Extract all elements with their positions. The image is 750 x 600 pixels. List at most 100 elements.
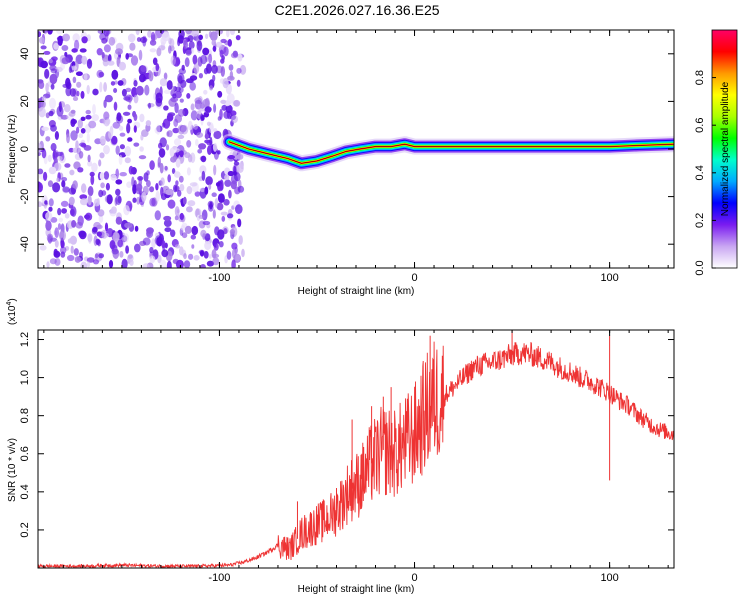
noise-speckle xyxy=(160,186,164,197)
noise-speckle xyxy=(160,177,165,186)
noise-speckle xyxy=(226,110,232,120)
snr-line xyxy=(38,341,674,568)
noise-speckle xyxy=(43,30,48,35)
noise-speckle xyxy=(186,140,192,148)
noise-speckle xyxy=(105,118,111,125)
noise-speckle xyxy=(50,217,58,223)
noise-speckle xyxy=(121,258,128,268)
noise-speckle xyxy=(213,103,217,113)
noise-speckle xyxy=(208,124,214,134)
noise-speckle xyxy=(220,66,225,77)
noise-speckle xyxy=(70,245,74,254)
noise-speckle xyxy=(170,55,176,66)
noise-speckle xyxy=(64,163,71,168)
noise-speckle xyxy=(173,138,182,146)
noise-speckle xyxy=(230,180,237,190)
noise-speckle xyxy=(179,183,185,192)
noise-speckle xyxy=(110,206,117,214)
noise-speckle xyxy=(148,102,151,109)
noise-speckle xyxy=(158,148,166,158)
noise-speckle xyxy=(197,149,203,154)
noise-speckle xyxy=(98,253,104,259)
noise-speckle xyxy=(146,180,151,188)
noise-speckle xyxy=(142,38,147,47)
noise-speckle xyxy=(220,211,228,216)
noise-speckle xyxy=(127,33,136,43)
noise-speckle xyxy=(43,50,51,55)
noise-speckle xyxy=(198,103,206,112)
noise-speckle xyxy=(136,183,143,192)
noise-speckle xyxy=(161,249,169,258)
noise-speckle xyxy=(146,227,154,234)
noise-speckle xyxy=(119,251,124,258)
noise-speckle xyxy=(138,49,143,61)
noise-speckle xyxy=(202,47,210,56)
noise-speckle xyxy=(48,110,54,117)
chart-title: C2E1.2026.027.16.36.E25 xyxy=(274,2,439,18)
noise-speckle xyxy=(108,260,114,268)
noise-speckle xyxy=(148,71,154,82)
noise-speckle xyxy=(140,134,144,141)
noise-speckle xyxy=(56,30,64,35)
colorbar-tick-label: 0.8 xyxy=(694,70,706,85)
noise-speckle xyxy=(174,244,181,249)
noise-speckle xyxy=(136,85,144,96)
noise-speckle xyxy=(139,146,144,152)
noise-speckle xyxy=(62,33,70,42)
noise-speckle xyxy=(187,154,193,163)
noise-speckle xyxy=(72,33,80,42)
noise-speckle xyxy=(205,176,213,186)
noise-speckle xyxy=(187,35,194,42)
noise-speckle xyxy=(198,143,207,150)
noise-speckle xyxy=(80,116,86,122)
noise-speckle xyxy=(214,198,219,208)
noise-speckle xyxy=(170,156,177,163)
y-tick-label: 0.6 xyxy=(19,446,31,461)
noise-speckle xyxy=(38,106,46,118)
noise-speckle xyxy=(159,162,164,174)
noise-speckle xyxy=(68,187,76,195)
noise-speckle xyxy=(85,109,91,115)
noise-speckle xyxy=(174,148,180,153)
noise-speckle xyxy=(38,31,42,38)
noise-speckle xyxy=(80,90,85,99)
noise-speckle xyxy=(66,81,72,90)
noise-speckle xyxy=(237,53,243,62)
noise-speckle xyxy=(164,165,168,171)
noise-speckle xyxy=(183,253,187,260)
noise-speckle xyxy=(70,118,77,125)
noise-speckle xyxy=(92,88,99,96)
colorbar-label: Normalized spectral amplitude xyxy=(720,81,731,216)
noise-speckle xyxy=(61,208,67,214)
noise-speckle xyxy=(199,165,207,175)
noise-speckle xyxy=(40,100,46,109)
noise-speckle xyxy=(45,211,53,221)
noise-speckle xyxy=(76,126,80,134)
noise-speckle xyxy=(149,48,157,53)
noise-speckle xyxy=(226,30,230,38)
colorbar-tick-label: 0.6 xyxy=(694,118,706,133)
noise-speckle xyxy=(221,104,227,111)
noise-speckle xyxy=(186,93,191,99)
noise-speckle xyxy=(191,244,195,249)
noise-speckle xyxy=(134,225,139,232)
noise-speckle xyxy=(119,132,126,137)
noise-speckle xyxy=(184,57,190,68)
noise-speckle xyxy=(107,60,115,66)
noise-speckle xyxy=(114,80,118,85)
noise-speckle xyxy=(196,40,203,52)
noise-speckle xyxy=(101,52,105,59)
noise-speckle xyxy=(167,199,176,209)
x-tick-label: 0 xyxy=(411,272,417,284)
colorbar-tick-label: 0.2 xyxy=(694,213,706,228)
noise-speckle xyxy=(77,167,84,173)
noise-speckle xyxy=(126,122,131,134)
noise-speckle xyxy=(199,250,205,257)
noise-speckle xyxy=(87,160,93,167)
noise-speckle xyxy=(86,261,91,268)
noise-speckle xyxy=(45,220,52,231)
noise-speckle xyxy=(95,253,99,259)
noise-speckle xyxy=(227,170,235,177)
noise-speckle xyxy=(47,180,54,188)
noise-speckle xyxy=(68,66,72,74)
